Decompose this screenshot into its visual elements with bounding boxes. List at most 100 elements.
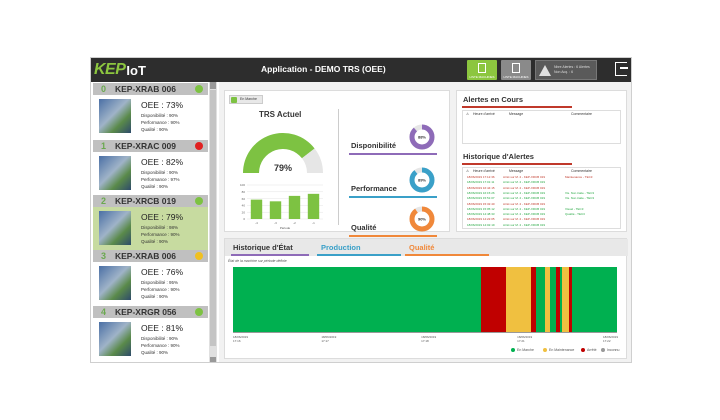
tab-state-underline — [231, 254, 309, 256]
machine-card-header: 1 KEP-XRAC 009 — [93, 140, 208, 152]
running-status-icon — [231, 97, 237, 103]
alert-message: Arrêt sur M. 2 - KEP-XRCB 019 — [503, 206, 546, 211]
machine-grid-button[interactable]: LISTE MACHINES — [501, 60, 531, 80]
machine-card-header: 3 KEP-XRAB 006 — [93, 250, 208, 262]
scroll-up-icon[interactable] — [210, 82, 216, 89]
legend-swatch — [601, 348, 605, 352]
alert-history-row[interactable]: 18/06/2019 16:44:15 Arrêt sur M. 2 - KEP-… — [467, 186, 565, 190]
alert-comment: Vis. Non traite - TEC3 — [565, 196, 595, 201]
machine-status-dot — [195, 142, 203, 150]
timeline-segment — [506, 267, 531, 332]
kpi-donut: 89% — [408, 166, 436, 194]
logout-icon[interactable] — [615, 62, 628, 76]
tick-time: 17:18 — [421, 339, 429, 343]
history-subtitle: État de la machine sur période définie — [228, 259, 287, 263]
machine-oee: OEE : 81% — [141, 323, 184, 333]
warning-icon: ⚠ — [466, 169, 470, 173]
legend-label: Arrêté — [587, 348, 597, 352]
timeline-segment — [544, 267, 551, 332]
alert-time: 18/06/2019 15:51:07 — [467, 196, 495, 201]
alert-history-row[interactable]: 18/06/2019 16:15:26 Arrêt sur M. 2 - KEP-… — [467, 191, 594, 195]
alert-history-row[interactable]: 18/06/2019 14:48:33 Arrêt sur M. 2 - KEP-… — [467, 212, 585, 216]
col-message: Message — [509, 169, 524, 173]
alert-time: 18/06/2019 15:05:12 — [467, 206, 495, 211]
bar-ytick-label: 100 — [240, 183, 245, 187]
col-arrival-time: Heure d'arrivé — [473, 112, 495, 116]
kpi-donut-value: 89% — [418, 178, 426, 183]
alert-history-table[interactable]: ⚠ Heure d'arrivé Message Commentaire 18/… — [462, 167, 621, 229]
scroll-down-icon[interactable] — [210, 357, 216, 362]
kpi-underline — [349, 235, 437, 237]
alert-summary-button[interactable]: Nbre Alertes : 6 Alertes Non Acq. : 6 — [535, 60, 597, 80]
machine-number: 0 — [101, 84, 107, 94]
kpi-donut: 88% — [408, 123, 436, 151]
col-comment: Commentaire — [571, 169, 593, 173]
current-alerts-title: Alertes en Cours — [463, 95, 524, 104]
top-bar: KEP IoT Application - DEMO TRS (OEE) LIS… — [91, 58, 631, 82]
tick-time: 17:22 — [603, 339, 611, 343]
scroll-thumb[interactable] — [210, 90, 216, 346]
bar-ytick-label: 40 — [242, 204, 246, 208]
machine-card[interactable]: 3 KEP-XRAB 006 OEE : 76% Disponibilité : 95… — [93, 250, 208, 306]
bar-ytick-label: 0 — [243, 217, 245, 221]
trs-title: TRS Actuel — [259, 110, 302, 119]
alert-history-row[interactable]: 18/06/2019 15:51:07 Arrêt sur M. 2 - KEP-… — [467, 196, 594, 200]
alert-history-row[interactable]: 18/06/2019 17:01:11 Arrêt sur M. 2 - KEP-… — [467, 180, 565, 184]
machine-quality: Qualité : 90% — [141, 184, 169, 189]
machine-photo — [99, 99, 131, 133]
tab-production-underline — [317, 254, 401, 256]
alert-comment: Vis. Non traite - TEC3 — [565, 190, 595, 195]
alert-history-row[interactable]: 18/06/2019 14:22:05 Arrêt sur M. 2 - KEP-… — [467, 217, 565, 221]
tab-quality[interactable]: Qualité — [409, 243, 435, 252]
legend-swatch — [581, 348, 585, 352]
tab-production[interactable]: Production — [321, 243, 361, 252]
machine-number: 1 — [101, 141, 107, 151]
timeline-legend-item: Inconnu — [601, 348, 619, 352]
machine-status-dot — [195, 252, 203, 260]
machine-performance: Performance : 90% — [141, 232, 180, 237]
timeline-legend-item: En Maintenance — [543, 348, 574, 352]
machine-card[interactable]: 4 KEP-XRGR 056 OEE : 81% Disponibilité : 90… — [93, 306, 208, 362]
warning-icon: ⚠ — [466, 112, 470, 116]
machine-availability: Disponibilité : 95% — [141, 280, 179, 285]
gauge-remaining-arc — [301, 148, 323, 173]
alert-history-row[interactable]: 18/06/2019 17:12:36 Arrêt sur M. 2 - KEP-… — [467, 175, 592, 179]
alert-history-row[interactable]: 18/06/2019 15:32:40 Arrêt sur M. 2 - KEP-… — [467, 202, 565, 206]
current-alerts-table[interactable]: ⚠ Heure d'arrivé Message Commentaire — [462, 110, 621, 144]
kpi-underline — [349, 153, 437, 155]
timeline-axis — [233, 332, 617, 333]
machine-list-button[interactable]: LISTE MACHINES — [467, 60, 497, 80]
alert-message: Arrêt sur M. 2 - KEP-XRCB 019 — [503, 196, 546, 201]
state-timeline[interactable] — [233, 267, 617, 332]
alert-time: 18/06/2019 16:15:26 — [467, 190, 495, 195]
machine-card[interactable]: 0 KEP-XRAB 006 OEE : 73% Disponibilité : 90… — [93, 83, 208, 139]
alert-history-row[interactable]: 18/06/2019 15:05:12 Arrêt sur M. 2 - KEP-… — [467, 207, 583, 211]
tick-date: 18/06/2019 — [603, 335, 619, 339]
alert-comment: Maintenance - TEC3 — [565, 175, 593, 179]
machine-number: 2 — [101, 196, 107, 206]
alert-time: 18/06/2019 14:02:19 — [467, 222, 495, 227]
machine-name: KEP-XRCB 019 — [115, 196, 176, 206]
tab-state-history[interactable]: Historique d'État — [233, 243, 293, 252]
bar-xtick-label: -1 — [312, 221, 315, 225]
history-tabs: Historique d'État Production Qualité — [225, 239, 628, 256]
machine-availability: Disponibilité : 90% — [141, 113, 179, 118]
machine-photo — [99, 322, 131, 356]
kpi-donut-arc — [409, 124, 435, 150]
timeline-segment — [562, 267, 572, 332]
grid-icon — [512, 63, 520, 73]
document-icon — [478, 63, 486, 73]
machine-performance: Performance : 90% — [141, 120, 180, 125]
sidebar-scrollbar[interactable] — [209, 82, 217, 362]
alert-history-row[interactable]: 18/06/2019 14:02:19 Arrêt sur M. 2 - KEP-… — [467, 223, 565, 227]
machine-card[interactable]: 1 KEP-XRAC 009 OEE : 82% Disponibilité : 90… — [93, 140, 208, 196]
machine-status-dot — [195, 308, 203, 316]
alert-message: Arrêt sur M. 2 - KEP-XRCB 019 — [503, 222, 546, 227]
alert-message: Arrêt sur M. 2 - KEP-XRCB 019 — [503, 185, 546, 190]
machine-card-header: 0 KEP-XRAB 006 — [93, 83, 208, 95]
timeline-segment — [569, 267, 572, 332]
alert-message: Arrêt sur M. 2 - KEP-XRCB 019 — [503, 180, 546, 185]
trs-bar-chart: 100 80 60 40 20 0 -4 -3 -2 -1 Période — [240, 183, 323, 230]
machine-card[interactable]: 2 KEP-XRCB 019 OEE : 79% Disponibilité : 98… — [93, 195, 208, 251]
machine-performance: Performance : 97% — [141, 177, 180, 182]
